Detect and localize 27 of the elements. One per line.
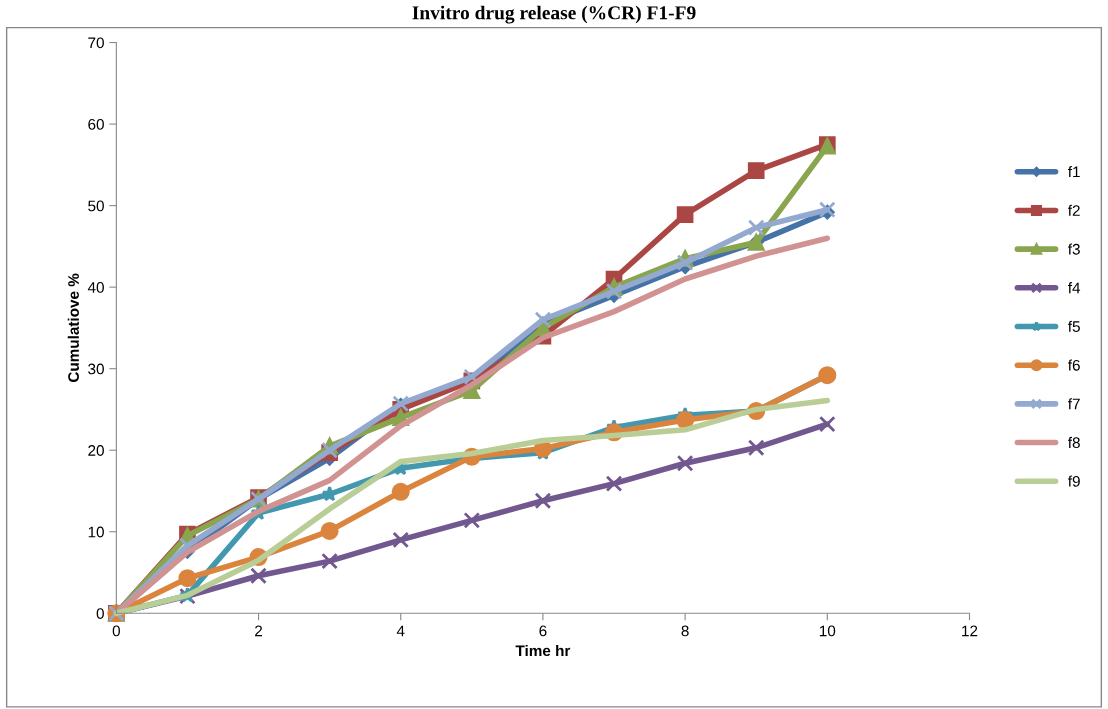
y-tick-label: 20: [88, 445, 104, 456]
legend-label: f3: [1068, 243, 1080, 255]
y-tick-label: 10: [88, 526, 104, 538]
y-tick-label: 50: [88, 200, 104, 212]
y-tick-label: 30: [88, 363, 104, 375]
y-tick-label: 60: [88, 118, 104, 130]
x-tick-label: 12: [962, 625, 978, 637]
y-tick-label: 40: [87, 282, 104, 293]
x-tick-label: 4: [396, 625, 405, 637]
legend-label: f1: [1068, 166, 1080, 178]
x-tick-label: 8: [681, 625, 689, 637]
y-tick-label: 70: [88, 37, 104, 49]
legend-label: f5: [1068, 320, 1080, 333]
chart-title: Invitro drug release (%CR) F1-F9: [412, 5, 696, 24]
legend-label: f2: [1068, 204, 1080, 216]
y-axis-title: Cumulatiove %: [67, 273, 79, 383]
x-axis-title: Time hr: [515, 644, 571, 657]
x-tick-label: 2: [255, 625, 263, 637]
x-tick-label: 6: [539, 625, 547, 637]
x-tick-label: 10: [819, 625, 836, 637]
legend-label: f7: [1068, 398, 1080, 410]
legend-label: f8: [1068, 436, 1080, 449]
x-tick-label: 0: [112, 625, 120, 637]
legend-label: f4: [1068, 282, 1081, 294]
y-tick-label: 0: [96, 608, 104, 619]
legend-label: f6: [1068, 359, 1080, 371]
legend-label: f9: [1068, 475, 1080, 487]
